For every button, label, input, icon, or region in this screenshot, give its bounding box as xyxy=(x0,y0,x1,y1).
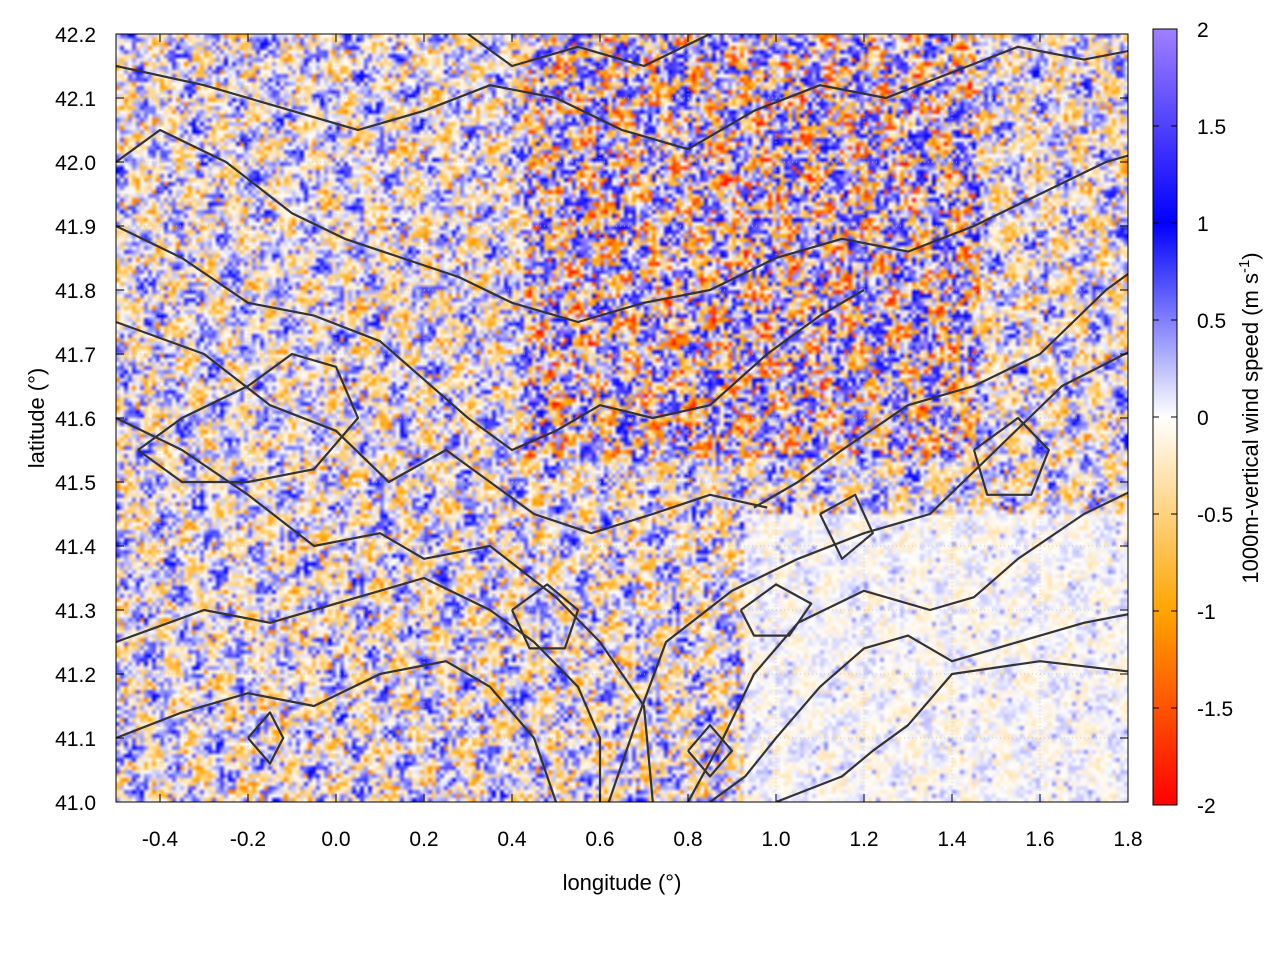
x-tick-label: 0.4 xyxy=(497,828,527,851)
colorbar-label-main: 1000m-vertical wind speed (m s xyxy=(1238,273,1263,584)
colorbar-tick-label: 0 xyxy=(1197,407,1209,430)
y-tick-label: 41.4 xyxy=(55,536,96,559)
colorbar-tick-label: -1 xyxy=(1197,601,1216,624)
contour-line xyxy=(116,417,654,802)
contour-lines xyxy=(116,34,1128,802)
contour-line xyxy=(247,711,285,765)
contour-line xyxy=(753,272,1128,509)
y-tick-label: 41.0 xyxy=(55,792,96,815)
colorbar-label: 1000m-vertical wind speed (m s-1) xyxy=(1236,252,1263,583)
contour-line xyxy=(137,352,360,484)
y-tick-label: 42.2 xyxy=(55,24,96,47)
x-tick-label: 1.6 xyxy=(1025,828,1054,851)
x-tick-label: 0.2 xyxy=(409,828,438,851)
contour-line xyxy=(972,416,1050,496)
contour-line xyxy=(775,660,1128,802)
x-tick-label: 0.0 xyxy=(321,828,350,851)
contour-line xyxy=(687,491,1128,802)
colorbar-ticks: -2 -1.5 -1 -0.5 0 0.5 1 1.5 2 xyxy=(1153,19,1233,818)
y-tick-label: 41.9 xyxy=(55,216,96,239)
colorbar-tick-label: -0.5 xyxy=(1197,504,1233,527)
y-tick-label: 42.0 xyxy=(55,152,96,175)
x-tick-label: 0.6 xyxy=(585,828,614,851)
contour-line xyxy=(739,583,813,637)
colorbar-label-sup: -1 xyxy=(1236,260,1253,273)
x-tick-label: 0.8 xyxy=(673,828,702,851)
y-tick-label: 41.2 xyxy=(55,664,96,687)
colorbar-label-close: ) xyxy=(1238,252,1263,259)
grid-lines xyxy=(116,34,1128,802)
contour-line xyxy=(687,724,734,778)
contour-line xyxy=(819,493,874,560)
x-tick-label: 1.4 xyxy=(937,828,967,851)
x-axis-ticks: -0.4 -0.2 0.0 0.2 0.4 0.6 0.8 1.0 1.2 1.4 1.6 1.8 xyxy=(142,34,1143,851)
y-tick-label: 42.1 xyxy=(55,88,96,111)
contour-line xyxy=(116,128,1128,324)
x-tick-label: -0.4 xyxy=(142,828,179,851)
contour-line xyxy=(116,576,602,802)
colorbar-tick-label: 0.5 xyxy=(1197,310,1226,333)
x-tick-label: 1.8 xyxy=(1113,828,1142,851)
contour-line xyxy=(116,660,558,802)
contour-line xyxy=(511,583,580,650)
contour-line xyxy=(116,45,1128,151)
y-tick-label: 41.3 xyxy=(55,600,96,623)
contour-line xyxy=(467,34,711,68)
x-tick-label: -0.2 xyxy=(230,828,266,851)
colorbar-tick-label: 2 xyxy=(1197,19,1209,42)
colorbar-tick-label: 1 xyxy=(1197,213,1209,236)
colorbar-tick-label: 1.5 xyxy=(1197,116,1226,139)
colorbar-tick-label: -2 xyxy=(1197,795,1216,818)
y-tick-label: 41.5 xyxy=(55,472,96,495)
contour-line xyxy=(709,613,1128,802)
colorbar-tick-label: -1.5 xyxy=(1197,698,1233,721)
y-tick-label: 41.1 xyxy=(55,728,96,751)
y-tick-label: 41.8 xyxy=(55,280,96,303)
y-tick-label: 41.7 xyxy=(55,344,96,367)
x-tick-label: 1.2 xyxy=(849,828,878,851)
y-axis-ticks: 41.0 41.1 41.2 41.3 41.4 41.5 41.6 41.7 41.8 41.9… xyxy=(55,24,1128,815)
y-tick-label: 41.6 xyxy=(55,408,96,431)
x-tick-label: 1.0 xyxy=(761,828,790,851)
contour-line xyxy=(116,225,865,452)
x-axis-label: longitude (°) xyxy=(563,870,682,895)
y-axis-label: latitude (°) xyxy=(24,368,49,469)
contour-line xyxy=(607,351,1128,802)
contour-line xyxy=(116,320,768,535)
